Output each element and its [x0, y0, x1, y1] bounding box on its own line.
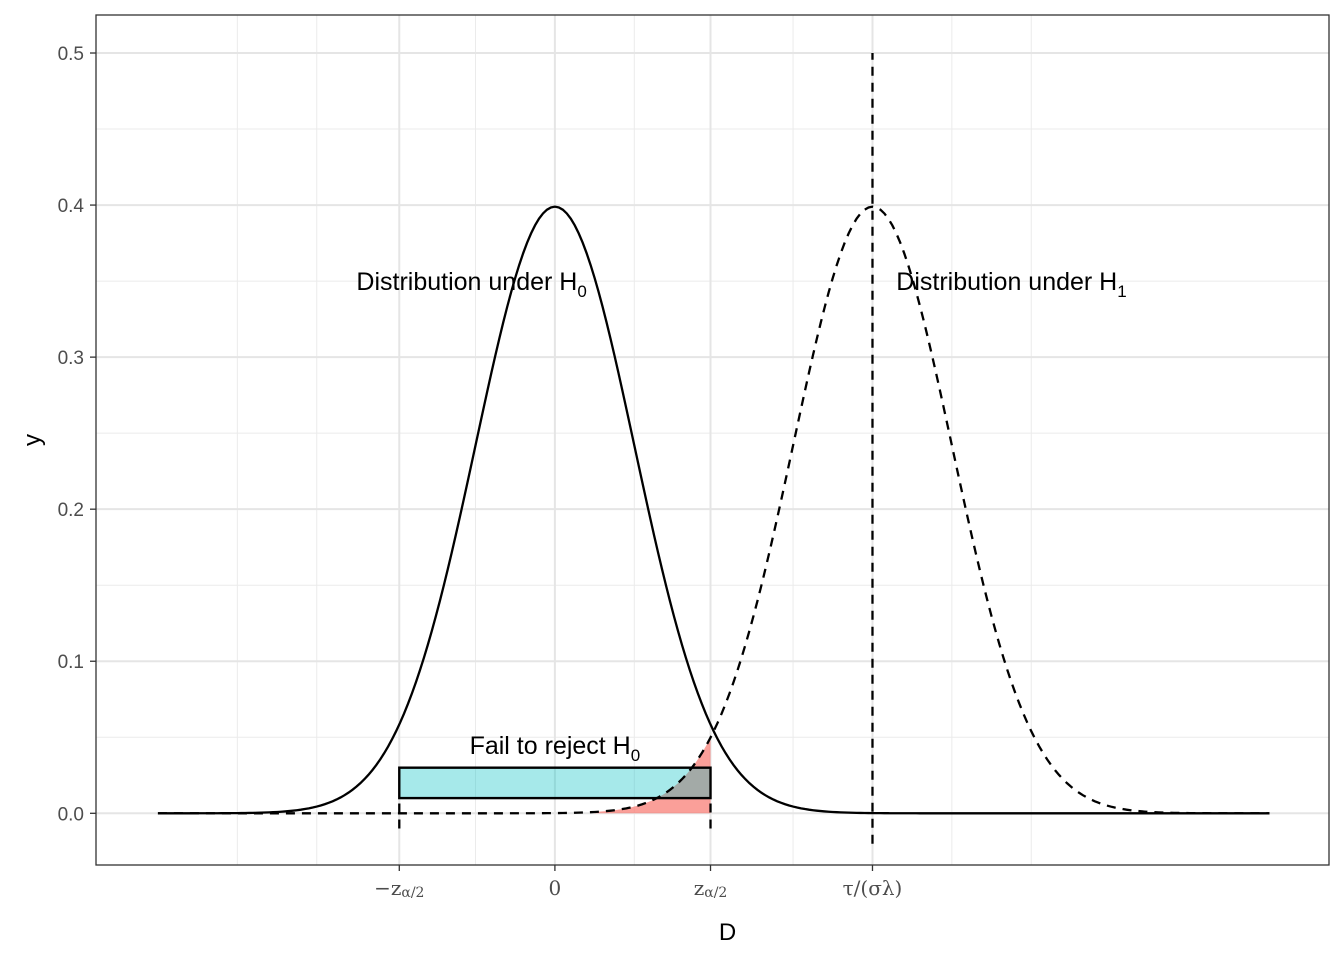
annotation-text: Distribution under H [896, 268, 1117, 296]
annotations: Distribution under H0 Distribution under … [356, 268, 1126, 765]
x-tick-label: −zα/2 [374, 876, 424, 901]
chart-marks [157, 53, 1270, 844]
x-tick-label: τ/(σλ) [843, 876, 903, 900]
x-tick-label-sub: α/2 [704, 885, 727, 901]
y-tick-label: 0.1 [58, 652, 84, 673]
x-tick-label: 0 [549, 876, 562, 900]
rejection-area [594, 737, 711, 814]
x-axis: −zα/2 0 zα/2 τ/(σλ) [374, 865, 902, 901]
annotation-text: Distribution under H [356, 268, 577, 296]
panel-border [95, 14, 1330, 866]
annotation-h1: Distribution under H1 [896, 268, 1126, 301]
grid-minor [96, 15, 1329, 865]
x-tick-label: zα/2 [694, 876, 728, 901]
annotation-h0: Distribution under H0 [356, 268, 586, 301]
annotation-sub: 0 [631, 746, 640, 765]
annotation-text: Fail to reject H [470, 732, 631, 760]
acceptance-region [398, 766, 712, 800]
y-tick-label: 0.5 [58, 44, 84, 65]
x-tick-label-main: z [694, 876, 705, 900]
density-h1 [157, 205, 1270, 815]
y-tick-label: 0.0 [58, 804, 84, 825]
y-tick-label: 0.2 [58, 500, 84, 521]
x-tick-label-main: −z [374, 876, 401, 900]
y-tick-label: 0.4 [58, 196, 85, 217]
x-tick-label-main: τ/(σλ) [843, 876, 903, 900]
y-axis: 0.0 0.1 0.2 0.3 0.4 0.5 [58, 44, 96, 825]
annotation-fail: Fail to reject H0 [470, 732, 641, 765]
annotation-sub: 0 [577, 282, 586, 301]
x-axis-title: D [719, 919, 736, 946]
x-tick-label-main: 0 [549, 876, 562, 900]
density-h0 [157, 205, 1270, 815]
x-tick-label-sub: α/2 [401, 885, 424, 901]
y-tick-label: 0.3 [58, 348, 84, 369]
y-axis-title: y [19, 434, 46, 446]
annotation-sub: 1 [1117, 282, 1126, 301]
